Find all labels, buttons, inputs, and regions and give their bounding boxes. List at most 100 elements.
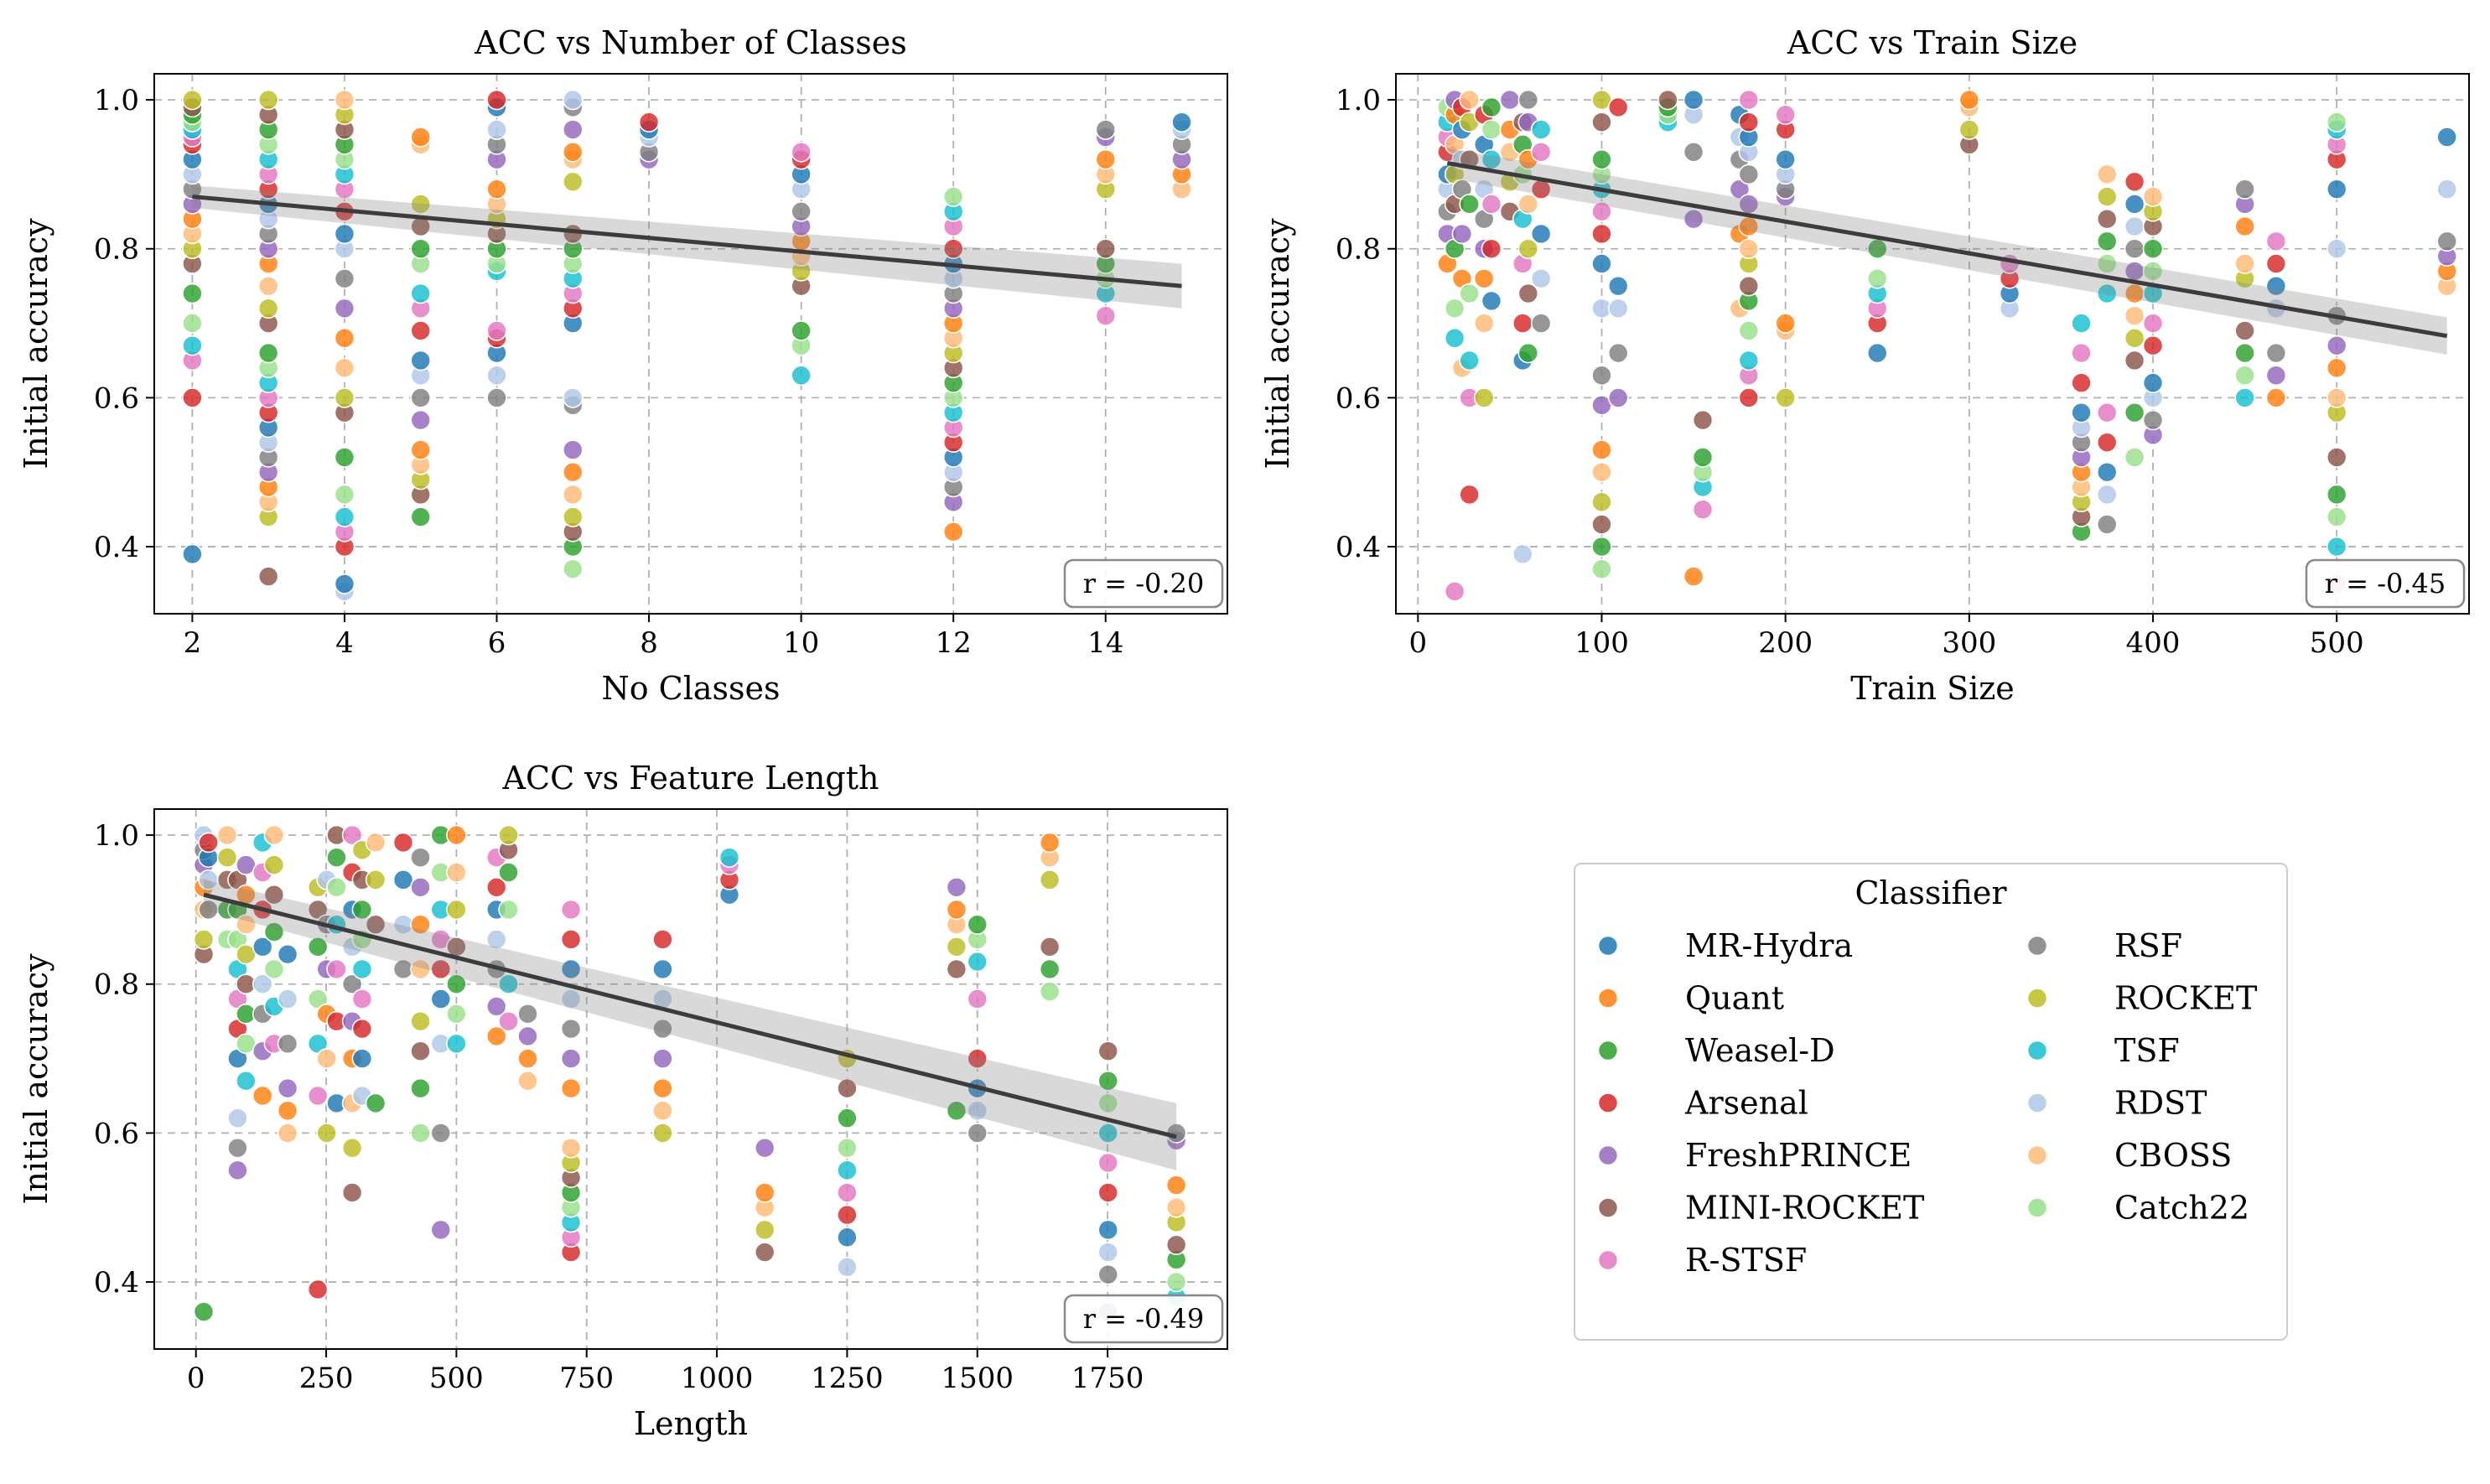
p2-point-181 [837, 1137, 858, 1159]
p1-ytick-label-2: 0.8 [1336, 233, 1381, 267]
legend-title: Classifier [1855, 874, 2007, 911]
p2-point-122 [446, 973, 467, 995]
p2-point-185 [946, 1100, 967, 1122]
p1-point-214 [2265, 231, 2287, 252]
legend-marker-4 [1597, 1144, 1619, 1166]
p1-point-101 [1683, 141, 1704, 163]
legend-marker-1 [1597, 988, 1619, 1009]
p0-point-184 [1171, 112, 1192, 133]
p1-point-172 [2096, 231, 2118, 252]
legend-marker-3 [1597, 1092, 1619, 1113]
p1-point-91 [1607, 342, 1629, 364]
p1-point-200 [2234, 365, 2255, 387]
p2-xlabel: Length [634, 1405, 748, 1442]
p2-point-110 [410, 847, 431, 869]
p2-point-159 [652, 1123, 673, 1144]
p1-point-87 [1591, 148, 1612, 170]
p1-point-195 [2142, 238, 2164, 260]
legend-label-3: Arsenal [1684, 1085, 1808, 1122]
p2-point-106 [410, 1010, 431, 1032]
p1-point-219 [2326, 447, 2347, 468]
p0-point-125 [562, 141, 584, 163]
p2-point-130 [485, 929, 507, 950]
p1-point-94 [1607, 96, 1629, 118]
p1-point-170 [2096, 283, 2118, 304]
p2-ytick-label-1: 0.6 [94, 1117, 139, 1150]
p0-xtick-label-6: 14 [1087, 626, 1123, 660]
legend-marker-2 [1597, 1040, 1619, 1061]
p2-point-102 [392, 832, 414, 854]
p0-point-123 [562, 171, 584, 193]
p1-point-28 [1459, 283, 1480, 304]
p1-point-190 [2142, 372, 2164, 393]
p2-point-180 [837, 1160, 858, 1181]
p0-point-165 [942, 238, 964, 260]
legend-marker-11 [2026, 1144, 2048, 1166]
p2-point-175 [754, 1137, 776, 1159]
p1-point-188 [2142, 409, 2164, 431]
p1-point-100 [1683, 208, 1704, 230]
p0-point-21 [257, 566, 279, 587]
p2-point-90 [351, 958, 373, 980]
p2-point-204 [1039, 832, 1061, 854]
p0-points [182, 89, 1192, 602]
p0-point-63 [334, 223, 355, 245]
p1-point-139 [1866, 342, 1888, 364]
p2-point-187 [946, 937, 967, 957]
p2-point-160 [652, 1100, 673, 1122]
p0-title: ACC vs Number of Classes [474, 24, 906, 61]
p0-xlabel: No Classes [601, 670, 780, 707]
legend-label-11: CBOSS [2114, 1137, 2232, 1174]
p1-point-62 [1517, 238, 1539, 260]
p1-xtick-label-2: 200 [1758, 626, 1813, 660]
p0-point-33 [257, 342, 279, 364]
p1-point-52 [1512, 543, 1533, 565]
p0-point-178 [1095, 119, 1117, 140]
p2-point-202 [1039, 869, 1061, 890]
p2-point-126 [446, 824, 467, 846]
p1-point-235 [2436, 179, 2457, 200]
p1-point-73 [1591, 558, 1612, 580]
p2-point-92 [351, 899, 373, 921]
p2-point-207 [1097, 1242, 1119, 1263]
p2-point-0 [193, 1301, 215, 1322]
legend-marker-9 [2026, 1040, 2048, 1061]
p1-point-225 [2326, 238, 2347, 260]
p0-xtick-label-3: 8 [640, 626, 658, 660]
p2-point-112 [430, 1123, 452, 1144]
p2-point-124 [446, 899, 467, 921]
p1-point-32 [1459, 89, 1480, 111]
p2-point-96 [365, 914, 386, 935]
p0-point-147 [942, 521, 964, 542]
p0-point-4 [182, 313, 203, 334]
p2-point-221 [1165, 1175, 1187, 1196]
p1-annotation-box [2305, 558, 2466, 609]
p1-point-90 [1607, 387, 1629, 408]
p0-point-83 [410, 283, 432, 304]
p2-point-76 [341, 1182, 363, 1203]
p2-xtick-label-6: 1500 [941, 1362, 1014, 1395]
p1-point-138 [1775, 104, 1796, 126]
legend-label-5: MINI-ROCKET [1685, 1190, 1924, 1227]
p2-ytick-label-2: 0.8 [94, 968, 139, 1002]
p2-point-176 [837, 1256, 858, 1278]
legend-marker-0 [1597, 935, 1619, 957]
p1-ytick-label-3: 1.0 [1336, 84, 1381, 117]
p2-point-120 [446, 1033, 467, 1055]
p1-point-103 [1683, 89, 1704, 111]
p2-point-186 [946, 958, 967, 980]
p2-point-27 [236, 1070, 257, 1092]
p2-ytick-label-0: 0.4 [94, 1266, 139, 1300]
p1-point-88 [1591, 112, 1612, 133]
p0-point-71 [334, 89, 355, 111]
p2-point-212 [1097, 1092, 1119, 1114]
p1-point-67 [1530, 313, 1552, 334]
p0-point-136 [791, 320, 812, 341]
p2-point-183 [837, 1077, 858, 1099]
p1-point-222 [2326, 357, 2347, 379]
p2-point-19 [227, 1108, 248, 1129]
legend-marker-8 [2026, 988, 2048, 1009]
p1-point-125 [1738, 163, 1760, 185]
p0-point-60 [334, 298, 355, 319]
p2-point-53 [277, 1033, 298, 1055]
